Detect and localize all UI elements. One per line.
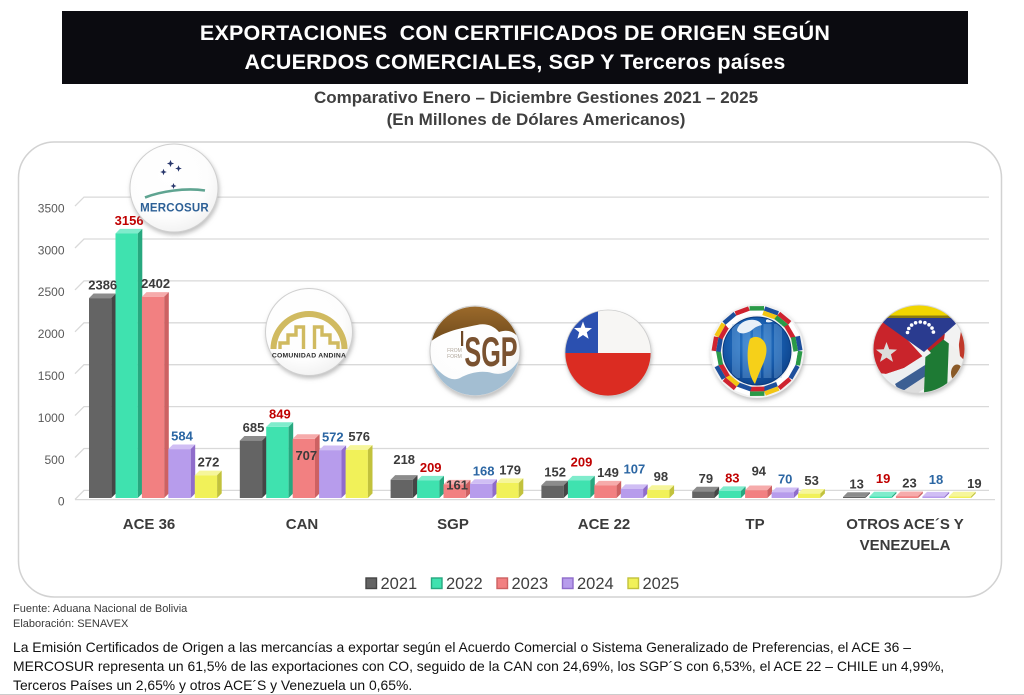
svg-text:707: 707 <box>295 448 317 463</box>
svg-text:0: 0 <box>58 495 65 509</box>
svg-text:79: 79 <box>699 471 713 486</box>
svg-text:1500: 1500 <box>38 369 65 383</box>
svg-text:576: 576 <box>348 429 370 444</box>
svg-text:53: 53 <box>804 473 818 488</box>
svg-text:272: 272 <box>198 455 220 470</box>
svg-text:209: 209 <box>571 454 593 469</box>
svg-text:685: 685 <box>243 420 265 435</box>
svg-text:70: 70 <box>778 472 792 487</box>
svg-text:ACE 22: ACE 22 <box>578 516 631 533</box>
svg-text:2402: 2402 <box>141 276 170 291</box>
svg-text:149: 149 <box>597 465 619 480</box>
svg-text:3000: 3000 <box>38 243 65 257</box>
svg-text:23: 23 <box>902 476 916 491</box>
svg-text:500: 500 <box>44 453 64 467</box>
svg-text:209: 209 <box>420 460 442 475</box>
svg-text:18: 18 <box>929 472 943 487</box>
svg-text:2000: 2000 <box>38 327 65 341</box>
svg-text:OTROS ACE´S Y: OTROS ACE´S Y <box>846 516 964 533</box>
svg-text:MERCOSUR: MERCOSUR <box>140 203 209 215</box>
svg-text:TP: TP <box>745 516 764 533</box>
svg-text:FROM: FROM <box>447 348 462 354</box>
svg-text:SGP: SGP <box>464 330 517 376</box>
svg-text:COMUNIDAD ANDINA: COMUNIDAD ANDINA <box>272 353 346 360</box>
svg-text:3156: 3156 <box>115 213 144 228</box>
svg-text:2024: 2024 <box>577 575 614 593</box>
svg-text:572: 572 <box>322 430 344 445</box>
svg-text:849: 849 <box>269 406 291 421</box>
svg-text:3500: 3500 <box>38 201 65 215</box>
svg-text:218: 218 <box>393 452 415 467</box>
svg-text:2500: 2500 <box>38 285 65 299</box>
svg-text:19: 19 <box>967 476 981 491</box>
svg-text:ACE 36: ACE 36 <box>123 516 176 533</box>
svg-text:98: 98 <box>654 469 668 484</box>
svg-text:2022: 2022 <box>446 575 483 593</box>
svg-text:VENEZUELA: VENEZUELA <box>860 537 951 554</box>
svg-text:CAN: CAN <box>286 516 319 533</box>
svg-text:107: 107 <box>624 461 646 476</box>
svg-text:83: 83 <box>725 470 739 485</box>
svg-text:94: 94 <box>752 464 767 479</box>
svg-text:584: 584 <box>171 429 193 444</box>
svg-text:2386: 2386 <box>88 278 117 293</box>
svg-text:179: 179 <box>499 462 521 477</box>
svg-text:SGP: SGP <box>437 516 469 533</box>
svg-text:2023: 2023 <box>512 575 549 593</box>
svg-text:2021: 2021 <box>381 575 418 593</box>
svg-text:152: 152 <box>544 465 566 480</box>
svg-text:FORM: FORM <box>447 354 462 360</box>
svg-text:13: 13 <box>849 476 863 491</box>
svg-text:19: 19 <box>876 471 890 486</box>
svg-text:2025: 2025 <box>643 575 680 593</box>
svg-text:161: 161 <box>446 478 468 493</box>
svg-text:1000: 1000 <box>38 411 65 425</box>
svg-text:168: 168 <box>473 463 495 478</box>
